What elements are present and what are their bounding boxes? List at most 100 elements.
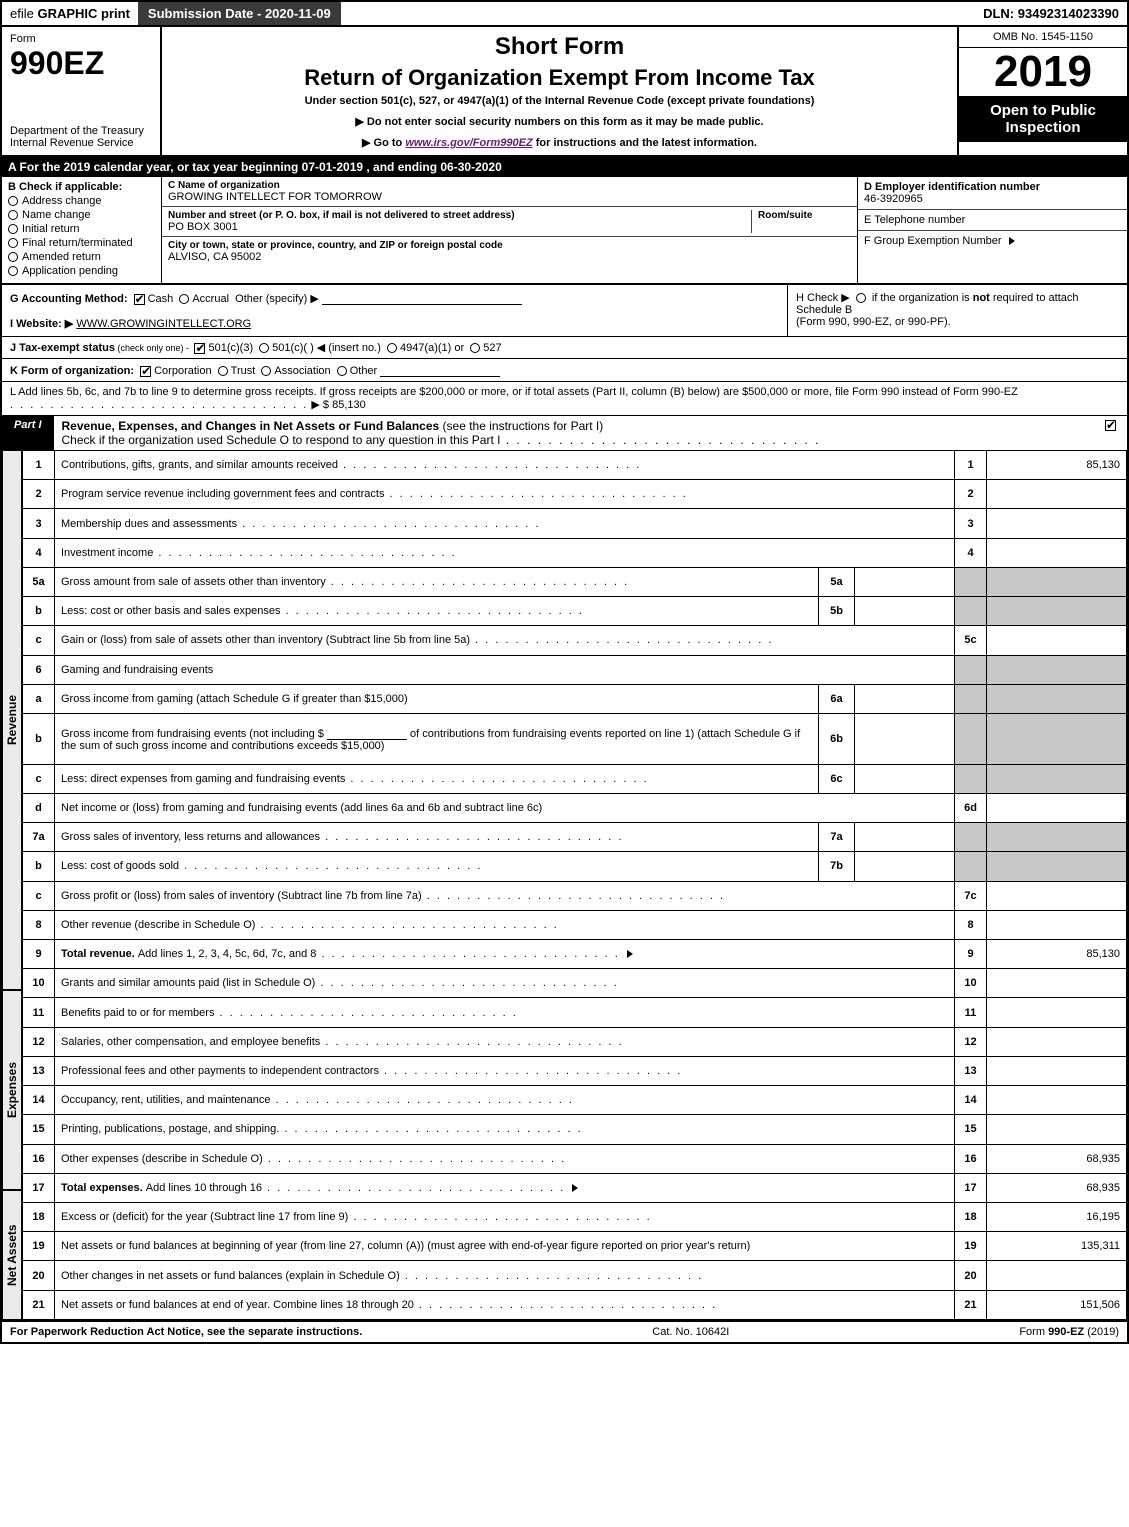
topbar: efile GRAPHIC print Submission Date - 20… (2, 2, 1127, 27)
g-other-input[interactable] (322, 291, 522, 305)
checkbox-501c3[interactable] (194, 343, 205, 354)
checkbox-corporation[interactable] (140, 366, 151, 377)
h-suf2: (Form 990, 990-EZ, or 990-PF). (796, 316, 951, 328)
k-other-input[interactable] (380, 363, 500, 377)
department: Department of the Treasury Internal Reve… (10, 125, 152, 149)
checkbox-cash[interactable] (134, 294, 145, 305)
dept-line1: Department of the Treasury (10, 125, 152, 137)
block-b-through-f: B Check if applicable: Address change Na… (2, 177, 1127, 284)
omb-number: OMB No. 1545-1150 (959, 27, 1127, 48)
part1-title-rest: (see the instructions for Part I) (443, 419, 604, 433)
efile-links: efile GRAPHIC print (2, 2, 138, 25)
radio-association[interactable] (261, 366, 271, 376)
radio-accrual[interactable] (179, 294, 189, 304)
dots (10, 399, 308, 411)
k-label: K Form of organization: (10, 365, 134, 377)
radio-4947[interactable] (387, 343, 397, 353)
radio-schedule-b[interactable] (856, 293, 866, 303)
row-g: G Accounting Method: Cash Accrual Other … (2, 285, 787, 336)
boxb-opt-address[interactable]: Address change (8, 195, 155, 207)
k-o1: Corporation (154, 365, 211, 377)
subtitle-1: Under section 501(c), 527, or 4947(a)(1)… (170, 95, 949, 107)
dln-label: DLN: (983, 6, 1018, 21)
line-10: 10Grants and similar amounts paid (list … (23, 969, 1127, 998)
submission-date-badge: Submission Date - 2020-11-09 (138, 2, 341, 25)
sidebar-revenue: Revenue (2, 450, 22, 990)
boxb-opt-final[interactable]: Final return/terminated (8, 237, 155, 249)
radio-other-org[interactable] (337, 366, 347, 376)
line-12: 12Salaries, other compensation, and empl… (23, 1027, 1127, 1056)
l-text: L Add lines 5b, 6c, and 7b to line 9 to … (10, 386, 1018, 398)
part1-body: Revenue Expenses Net Assets 1 Contributi… (2, 450, 1127, 1320)
j-label: J Tax-exempt status (10, 342, 115, 354)
submission-date-label: Submission Date - (148, 6, 265, 21)
sidebar-expenses: Expenses (2, 990, 22, 1190)
g-accrual: Accrual (192, 293, 229, 305)
line-6c: c Less: direct expenses from gaming and … (23, 764, 1127, 793)
k-o3: Association (274, 365, 330, 377)
efile-graphic[interactable]: GRAPHIC (37, 6, 101, 21)
6b-amount-input[interactable] (327, 726, 407, 740)
line-14: 14Occupancy, rent, utilities, and mainte… (23, 1086, 1127, 1115)
row-j: J Tax-exempt status (check only one) - 5… (2, 336, 1127, 358)
boxc-city-row: City or town, state or province, country… (162, 237, 857, 266)
efile-print[interactable]: print (101, 6, 130, 21)
line-2: 2 Program service revenue including gove… (23, 480, 1127, 509)
room-label: Room/suite (758, 210, 851, 221)
line-9: 9 Total revenue. Add lines 1, 2, 3, 4, 5… (23, 940, 1127, 969)
boxb-opt-amended[interactable]: Amended return (8, 251, 155, 263)
part-1-header: Part I Revenue, Expenses, and Changes in… (2, 415, 1127, 450)
triangle-icon (627, 950, 633, 958)
row-h: H Check ▶ if the organization is not req… (787, 285, 1127, 336)
line-8: 8 Other revenue (describe in Schedule O)… (23, 910, 1127, 939)
line-6a: a Gross income from gaming (attach Sched… (23, 684, 1127, 713)
radio-icon (8, 252, 18, 262)
ein-label: D Employer identification number (864, 181, 1040, 193)
part-1-badge: Part I (2, 416, 54, 450)
line-5c: c Gain or (loss) from sale of assets oth… (23, 626, 1127, 655)
header-right: OMB No. 1545-1150 2019 Open to Public In… (957, 27, 1127, 155)
line-4: 4 Investment income 4 (23, 538, 1127, 567)
checkbox-schedule-o[interactable] (1105, 420, 1116, 431)
line-6d: d Net income or (loss) from gaming and f… (23, 793, 1127, 822)
radio-trust[interactable] (218, 366, 228, 376)
boxb-opt-pending[interactable]: Application pending (8, 265, 155, 277)
radio-icon (8, 238, 18, 248)
h-prefix: H Check ▶ (796, 292, 853, 304)
irs-link[interactable]: www.irs.gov/Form990EZ (405, 137, 532, 149)
form-title: Return of Organization Exempt From Incom… (170, 65, 949, 91)
boxc-name-row: C Name of organization GROWING INTELLECT… (162, 177, 857, 207)
dept-line2: Internal Revenue Service (10, 137, 152, 149)
l-value: 85,130 (332, 399, 366, 411)
line-21: 21Net assets or fund balances at end of … (23, 1290, 1127, 1319)
page-footer: For Paperwork Reduction Act Notice, see … (2, 1320, 1127, 1342)
radio-icon (8, 210, 18, 220)
section-sidebars: Revenue Expenses Net Assets (2, 450, 22, 1320)
topbar-spacer (341, 2, 975, 25)
header-left: Form 990EZ Department of the Treasury In… (2, 27, 162, 155)
g-cash: Cash (148, 293, 174, 305)
form-990ez-page: efile GRAPHIC print Submission Date - 20… (0, 0, 1129, 1344)
part1-title-bold: Revenue, Expenses, and Changes in Net As… (62, 419, 443, 433)
website-value[interactable]: WWW.GROWINGINTELLECT.ORG (76, 318, 251, 330)
line-11: 11Benefits paid to or for members11 (23, 998, 1127, 1027)
boxc-city-label: City or town, state or province, country… (168, 240, 851, 251)
subtitle-3: ▶ Go to www.irs.gov/Form990EZ for instru… (170, 136, 949, 149)
radio-527[interactable] (470, 343, 480, 353)
line-6: 6 Gaming and fundraising events (23, 655, 1127, 684)
line-6b: b Gross income from fundraising events (… (23, 713, 1127, 764)
radio-icon (8, 196, 18, 206)
line-18: 18Excess or (deficit) for the year (Subt… (23, 1203, 1127, 1232)
boxb-opt-initial[interactable]: Initial return (8, 223, 155, 235)
line-5a: 5a Gross amount from sale of assets othe… (23, 567, 1127, 596)
radio-501c[interactable] (259, 343, 269, 353)
radio-icon (8, 224, 18, 234)
i-label: I Website: ▶ (10, 318, 73, 330)
j-o3: 4947(a)(1) or (400, 342, 464, 354)
boxb-opt-name[interactable]: Name change (8, 209, 155, 221)
k-o4: Other (350, 365, 378, 377)
line-rightnum: 1 (955, 451, 987, 480)
dots (500, 433, 820, 447)
form-number: 990EZ (10, 45, 152, 82)
row-l: L Add lines 5b, 6c, and 7b to line 9 to … (2, 381, 1127, 415)
